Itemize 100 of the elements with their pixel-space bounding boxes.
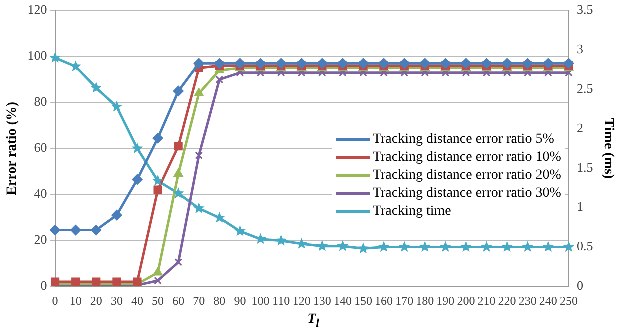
x-tick-label: 120 — [292, 294, 311, 308]
point — [193, 202, 205, 214]
point — [398, 241, 410, 252]
x-tick-label: 160 — [375, 294, 394, 308]
legend-label: Tracking distance error ratio 10% — [372, 148, 562, 167]
legend-label: Tracking time — [372, 202, 452, 221]
point — [234, 225, 246, 236]
x-axis-title: T$_{l}$ — [306, 312, 320, 330]
point — [564, 58, 574, 69]
y-tick-label: 20 — [34, 232, 48, 248]
point — [502, 58, 513, 69]
y-tick-label: 0 — [40, 278, 48, 294]
point — [195, 152, 204, 160]
x-tick-label: 130 — [313, 294, 332, 308]
y2-tick-label: 3.5 — [576, 2, 594, 18]
y2-tick-label: 0 — [576, 278, 584, 294]
x-tick-label: 170 — [396, 294, 414, 308]
y2-tick-label: 3 — [576, 42, 584, 57]
y-axis-title: Error ratio (%) — [5, 102, 20, 196]
point — [522, 58, 534, 69]
point — [50, 52, 62, 63]
x-tick-label: 70 — [193, 294, 206, 308]
y2-axis-title: Time (ms) — [600, 118, 616, 180]
x-tick-label: 190 — [436, 294, 455, 308]
point — [132, 174, 143, 185]
x-tick-label: 0 — [52, 294, 58, 308]
x-tick-label: 140 — [334, 294, 352, 308]
y2-tick-label: 0.5 — [576, 238, 594, 254]
point — [174, 142, 183, 151]
legend-label: Tracking distance error ratio 5% — [372, 130, 554, 149]
point — [358, 58, 369, 69]
point — [174, 258, 183, 266]
legend-label: Tracking distance error ratio 30% — [372, 184, 562, 203]
point — [174, 168, 184, 177]
y-tick-label: 40 — [34, 186, 48, 202]
y2-tick-label: 1 — [576, 199, 584, 214]
point — [152, 175, 164, 186]
y-tick-label: 60 — [34, 140, 48, 156]
x-tick-label: 230 — [518, 294, 537, 308]
point — [91, 225, 102, 236]
x-tick-label: 110 — [272, 294, 290, 308]
y2-tick-label: 2.5 — [576, 81, 594, 96]
point — [50, 225, 61, 236]
point — [172, 188, 184, 198]
x-tick-label: 210 — [478, 294, 496, 308]
x-tick-label: 150 — [354, 294, 372, 308]
x-tick-label: 50 — [152, 294, 164, 308]
point — [112, 210, 122, 221]
point — [214, 212, 226, 223]
x-tick-label: 30 — [110, 294, 123, 308]
point — [216, 76, 224, 84]
y2-tick-label: 2 — [576, 120, 584, 136]
x-tick-label: 80 — [214, 294, 226, 308]
point — [460, 241, 472, 252]
point — [153, 268, 163, 276]
point — [399, 58, 410, 69]
point — [194, 88, 204, 97]
y2-tick-label: 1.5 — [576, 160, 594, 175]
x-tick-label: 60 — [172, 294, 185, 308]
x-tick-label: 10 — [70, 294, 82, 308]
point — [173, 86, 184, 96]
x-tick-label: 20 — [90, 294, 102, 308]
point — [522, 241, 534, 252]
point — [543, 58, 554, 69]
point — [378, 241, 390, 252]
point — [234, 58, 246, 69]
point — [194, 58, 204, 69]
y-tick-label: 120 — [28, 2, 48, 18]
point — [296, 238, 308, 249]
point — [276, 58, 287, 69]
point — [90, 82, 102, 93]
point — [378, 58, 390, 69]
point — [563, 241, 575, 252]
y-tick-label: 100 — [28, 48, 48, 64]
x-tick-label: 40 — [131, 294, 144, 308]
point — [111, 100, 123, 112]
x-tick-label: 220 — [498, 294, 516, 308]
point — [152, 133, 164, 144]
point — [317, 58, 328, 69]
point — [132, 142, 144, 154]
point — [440, 241, 452, 252]
x-tick-label: 200 — [457, 294, 476, 308]
legend-label: Tracking distance error ratio 20% — [372, 166, 562, 185]
x-tick-label: 240 — [539, 294, 558, 308]
point — [154, 186, 162, 194]
x-tick-label: 250 — [560, 294, 578, 308]
point — [502, 241, 514, 252]
point — [460, 58, 472, 69]
point — [420, 58, 430, 69]
point — [542, 241, 554, 252]
y-tick-label: 80 — [34, 94, 48, 110]
x-tick-label: 180 — [416, 294, 434, 308]
point — [482, 58, 492, 69]
point — [70, 225, 82, 236]
point — [296, 58, 308, 69]
x-tick-label: 100 — [252, 294, 270, 308]
point — [214, 58, 225, 69]
x-tick-label: 90 — [234, 294, 246, 308]
point — [256, 58, 266, 69]
point — [358, 242, 370, 254]
